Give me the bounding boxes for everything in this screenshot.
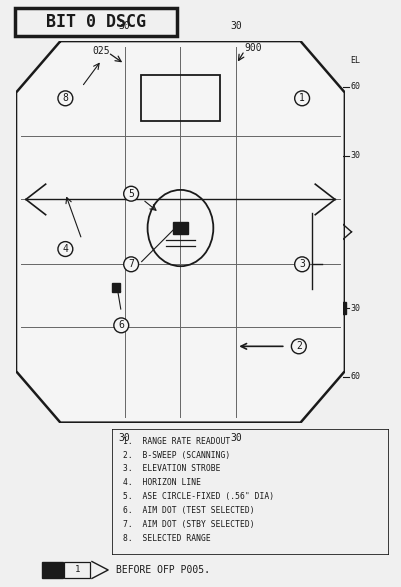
Text: 900: 900	[244, 43, 261, 53]
Text: 2: 2	[296, 341, 302, 352]
Text: 5.  ASE CIRCLE-FIXED (.56" DIA): 5. ASE CIRCLE-FIXED (.56" DIA)	[124, 492, 274, 501]
Text: 3: 3	[299, 259, 305, 269]
Text: 8.  SELECTED RANGE: 8. SELECTED RANGE	[124, 534, 211, 543]
Bar	[64, 562, 91, 578]
Text: 8: 8	[63, 93, 68, 103]
Polygon shape	[16, 41, 345, 423]
Text: 30: 30	[350, 303, 360, 313]
Bar	[112, 282, 120, 292]
Text: 7.  AIM DOT (STBY SELECTED): 7. AIM DOT (STBY SELECTED)	[124, 520, 255, 529]
Text: 30: 30	[231, 21, 242, 31]
Text: 1: 1	[75, 565, 80, 575]
Bar	[141, 75, 220, 121]
Text: 30: 30	[231, 433, 242, 443]
Text: 5: 5	[128, 188, 134, 199]
Text: EL: EL	[350, 56, 360, 65]
Text: 60: 60	[350, 82, 360, 92]
Bar	[15, 8, 177, 36]
Text: 7: 7	[128, 259, 134, 269]
Text: 2.  B-SWEEP (SCANNING): 2. B-SWEEP (SCANNING)	[124, 450, 231, 460]
Text: BEFORE OFP P005.: BEFORE OFP P005.	[115, 565, 210, 575]
Text: 4: 4	[63, 244, 68, 254]
Text: 1.  RANGE RATE READOUT: 1. RANGE RATE READOUT	[124, 437, 231, 446]
Text: 30: 30	[119, 21, 130, 31]
Text: 4.  HORIZON LINE: 4. HORIZON LINE	[124, 478, 201, 487]
Text: 30: 30	[119, 433, 130, 443]
Text: 3.  ELEVATION STROBE: 3. ELEVATION STROBE	[124, 464, 221, 473]
Text: 025: 025	[93, 46, 110, 56]
Text: 60: 60	[350, 372, 360, 382]
Text: 1: 1	[299, 93, 305, 103]
Text: BIT 0 DSCG: BIT 0 DSCG	[46, 13, 146, 31]
Text: 6: 6	[118, 321, 124, 330]
Bar	[42, 562, 63, 578]
Text: 6.  AIM DOT (TEST SELECTED): 6. AIM DOT (TEST SELECTED)	[124, 506, 255, 515]
Text: 30: 30	[350, 151, 360, 160]
Bar	[340, 302, 346, 314]
Bar	[173, 222, 188, 234]
